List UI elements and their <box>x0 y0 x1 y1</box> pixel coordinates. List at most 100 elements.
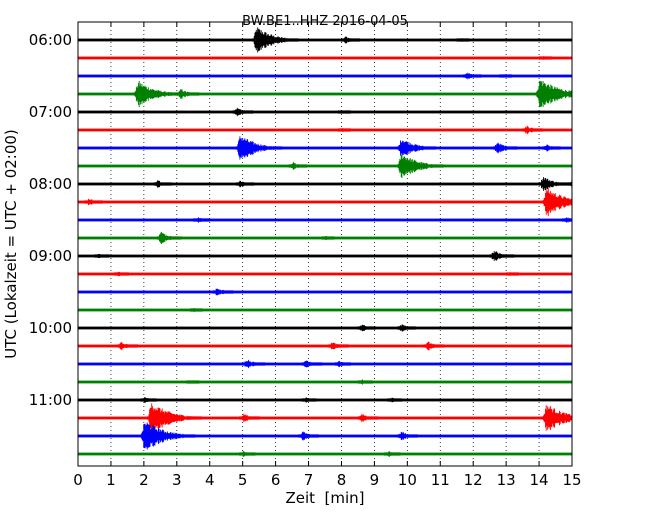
seismic-event <box>357 324 377 332</box>
seismic-event <box>397 153 444 179</box>
seismic-event <box>338 128 351 132</box>
x-tick-label: 10 <box>398 471 417 489</box>
trace-noise-band <box>78 308 572 312</box>
seismic-event <box>252 27 299 53</box>
seismogram-trace <box>78 403 572 433</box>
plot-frame <box>77 21 573 467</box>
trace-noise-band <box>78 380 572 384</box>
seismic-event <box>186 380 200 384</box>
seismogram-trace <box>78 308 572 312</box>
trace-noise-band <box>78 92 572 96</box>
seismogram-trace <box>78 188 572 216</box>
x-tick-label: 2 <box>139 471 149 489</box>
seismic-event <box>147 403 202 433</box>
seismic-event <box>538 56 552 60</box>
seismic-event <box>328 342 349 350</box>
trace-noise-band <box>78 344 572 348</box>
seismic-event <box>397 324 416 332</box>
seismic-event <box>193 217 210 223</box>
seismic-event <box>94 254 110 258</box>
seismogram-trace <box>78 125 572 135</box>
seismic-event <box>117 342 138 350</box>
seismic-event <box>156 232 182 244</box>
x-tick-label: 11 <box>431 471 450 489</box>
seismogram-trace <box>78 324 572 332</box>
seismogram-trace <box>78 107 572 117</box>
x-tick-label: 0 <box>73 471 83 489</box>
x-axis-label: Zeit [min] <box>285 489 364 507</box>
seismic-event <box>489 251 515 261</box>
seismic-event <box>235 136 283 160</box>
y-tick-label: 10:00 <box>29 319 72 337</box>
trace-noise-band <box>78 200 572 204</box>
seismic-event <box>456 38 470 42</box>
seismic-event <box>242 359 266 369</box>
y-tick-label: 08:00 <box>29 175 72 193</box>
seismic-event <box>301 397 317 403</box>
seismogram-trace <box>78 217 572 223</box>
seismic-event <box>133 80 181 108</box>
seismic-event <box>357 414 379 422</box>
x-tick-label: 5 <box>238 471 248 489</box>
seismogram-trace <box>78 56 572 60</box>
seismic-event <box>492 142 518 154</box>
trace-noise-band <box>78 272 572 276</box>
seismogram-trace <box>78 177 573 191</box>
trace-noise-band <box>78 254 572 258</box>
trace-noise-band <box>78 362 572 366</box>
trace-noise-band <box>78 38 572 42</box>
seismogram-trace <box>78 232 572 244</box>
seismic-event <box>397 140 436 156</box>
x-tick-label: 6 <box>271 471 281 489</box>
seismic-event <box>298 431 319 441</box>
seismic-event <box>505 272 519 276</box>
seismic-event <box>499 74 513 78</box>
x-tick-label: 12 <box>464 471 483 489</box>
x-tick-label: 3 <box>172 471 182 489</box>
seismic-event <box>321 236 335 240</box>
seismic-event <box>542 188 572 216</box>
x-tick-label: 15 <box>562 471 581 489</box>
seismogram-trace <box>78 136 572 160</box>
seismogram-trace <box>78 379 572 385</box>
seismic-event <box>522 125 543 135</box>
seismic-event <box>423 341 445 351</box>
x-tick-label: 1 <box>106 471 116 489</box>
seismogram-trace <box>78 271 572 277</box>
seismic-event <box>232 107 254 117</box>
seismogram-trace <box>78 451 572 457</box>
seismic-event <box>535 80 573 108</box>
x-axis-ticks: 0 1 2 3 4 5 6 7 8 9 10 11 12 13 14 15 <box>73 22 582 489</box>
seismogram-trace <box>78 359 572 369</box>
trace-noise-band <box>78 218 572 222</box>
y-tick-label: 09:00 <box>29 247 72 265</box>
seismic-event <box>114 271 129 277</box>
seismic-event <box>301 360 323 368</box>
trace-noise-band <box>78 290 572 294</box>
trace-noise-band <box>78 434 572 438</box>
trace-noise-band <box>78 74 572 78</box>
y-axis-ticks: 06:00 07:00 08:00 09:00 10:00 11:00 <box>29 31 572 409</box>
seismic-event <box>176 89 200 99</box>
seismic-event <box>538 177 570 191</box>
seismic-event <box>235 180 255 188</box>
seismic-event <box>357 379 373 385</box>
trace-noise-band <box>78 164 572 168</box>
seismic-event <box>334 360 352 368</box>
trace-noise-band <box>78 128 572 132</box>
seismic-event <box>542 405 572 431</box>
seismic-event <box>153 180 172 188</box>
y-axis-label: UTC (Lokalzeit = UTC + 02:00) <box>2 129 20 359</box>
seismogram-trace <box>78 288 572 296</box>
seismic-event <box>387 397 403 403</box>
seismic-event <box>189 308 203 312</box>
x-tick-label: 8 <box>337 471 347 489</box>
seismic-event <box>239 451 256 457</box>
x-tick-label: 14 <box>530 471 549 489</box>
trace-noise-band <box>78 146 572 150</box>
seismic-event <box>384 451 401 457</box>
trace-noise-band <box>78 110 572 114</box>
y-tick-label: 11:00 <box>29 391 72 409</box>
seismic-event <box>338 110 351 114</box>
